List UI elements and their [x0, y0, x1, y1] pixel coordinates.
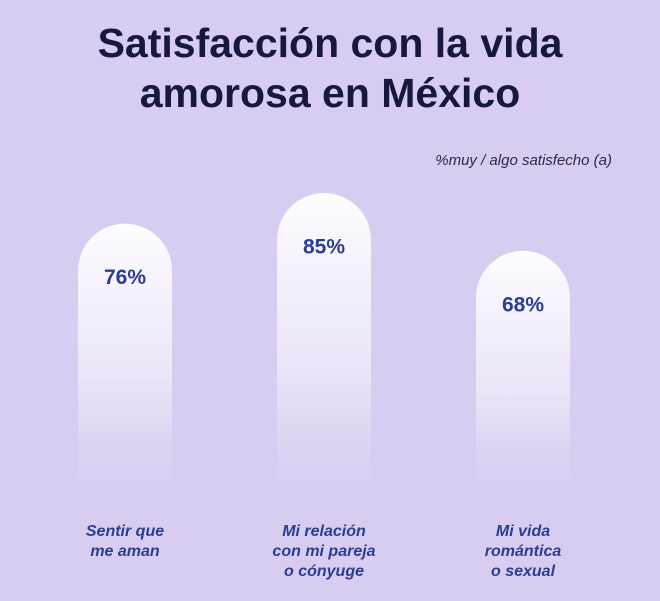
- category-label: Sentir que me aman: [85, 523, 165, 560]
- bar: [78, 223, 172, 483]
- chart-title: Satisfacción con la vida amorosa en Méxi…: [97, 20, 563, 116]
- category-label: Mi relación con mi pareja o cónyuge: [272, 523, 376, 580]
- value-label: 68%: [502, 293, 544, 316]
- bar: [277, 193, 371, 482]
- bar: [476, 250, 570, 482]
- value-label: 76%: [104, 266, 146, 289]
- chart-subtitle: %muy / algo satisfecho (a): [435, 152, 612, 169]
- category-label: Mi vida romántica o sexual: [484, 523, 562, 580]
- value-label: 85%: [303, 236, 345, 259]
